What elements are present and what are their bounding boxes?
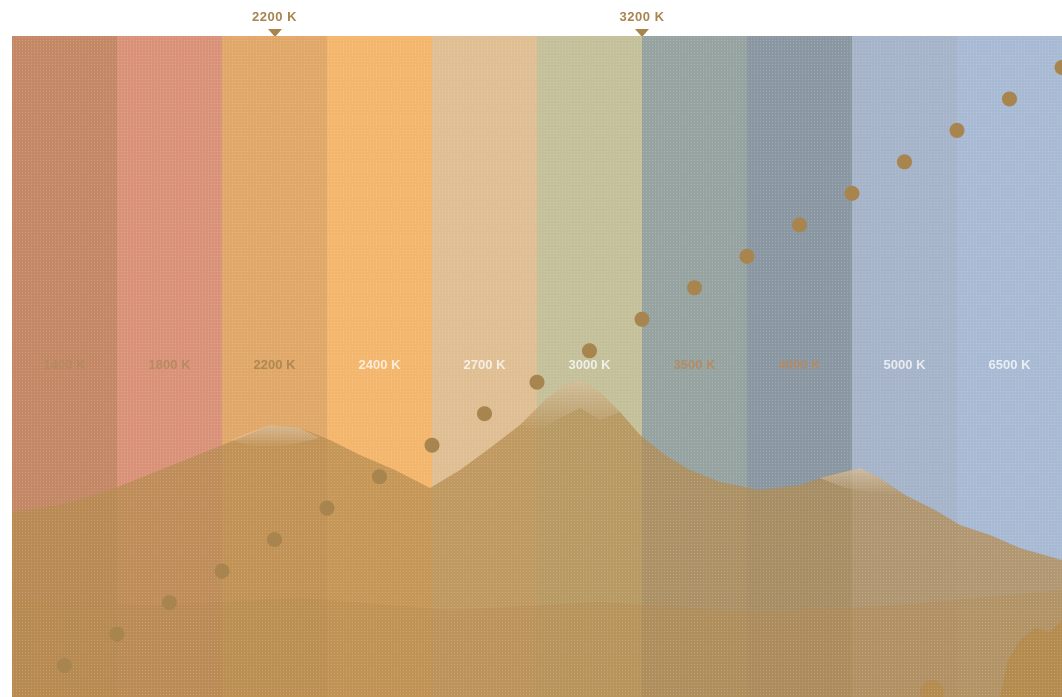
data-point — [424, 437, 440, 453]
data-point — [582, 343, 597, 359]
data-point — [372, 469, 387, 485]
band-label: 5000 K — [884, 357, 927, 372]
data-points — [57, 59, 1062, 674]
data-point — [897, 154, 912, 170]
marker-label: 2200 K — [252, 9, 297, 24]
band-label: 3000 K — [569, 357, 612, 372]
halftone-overlay — [12, 36, 1062, 697]
data-point — [1054, 59, 1062, 75]
data-point — [634, 311, 650, 327]
data-point — [1002, 91, 1017, 107]
data-point — [109, 626, 125, 642]
band-label: 1400 K — [44, 357, 87, 372]
data-point — [319, 500, 335, 516]
band-label: 3500 K — [674, 357, 717, 372]
marker-label: 3200 K — [619, 9, 665, 24]
data-point — [57, 658, 72, 674]
data-point — [267, 532, 282, 548]
band-label: 1800 K — [149, 357, 192, 372]
data-point — [949, 122, 965, 138]
data-point — [844, 185, 860, 201]
band-label: 2200 K — [254, 357, 297, 372]
data-point — [687, 280, 702, 296]
band-label: 4000 K — [779, 357, 822, 372]
data-point — [477, 406, 492, 422]
band-label: 2400 K — [359, 357, 402, 372]
marker-triangle-icon — [267, 29, 282, 37]
band-labels: 1400 K 1800 K 2200 K 2400 K 2700 K 3000 K 3500… — [44, 357, 1032, 372]
data-point — [792, 217, 807, 233]
data-point — [162, 595, 177, 611]
band-label: 6500 K — [989, 357, 1032, 372]
marker-triangle-icon — [635, 29, 649, 37]
band-label: 2700 K — [464, 357, 507, 372]
data-point — [214, 563, 230, 579]
data-point — [739, 248, 755, 264]
data-point — [529, 374, 545, 390]
